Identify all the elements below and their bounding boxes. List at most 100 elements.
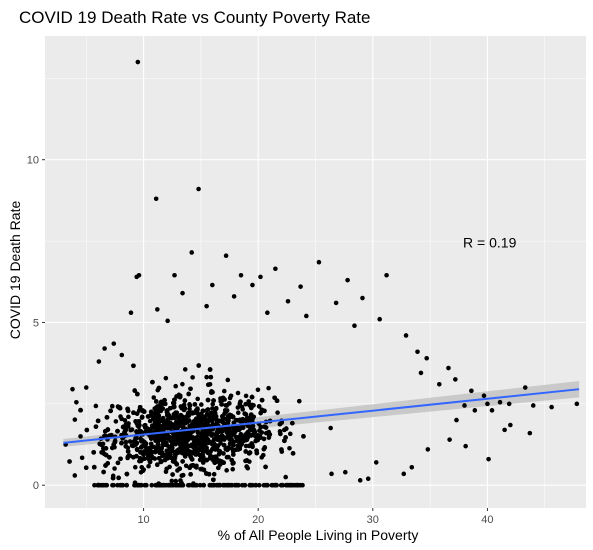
data-point (213, 414, 219, 419)
data-point (132, 464, 138, 470)
data-point (360, 295, 365, 301)
data-point (93, 403, 99, 409)
data-point (78, 434, 83, 439)
data-point (194, 452, 199, 457)
data-point (113, 419, 119, 424)
data-point (198, 444, 204, 450)
data-point (258, 424, 264, 430)
data-point (202, 415, 208, 421)
data-point (79, 455, 85, 461)
data-point (264, 430, 269, 436)
data-point (502, 427, 507, 433)
data-point (131, 363, 136, 369)
data-point (133, 482, 138, 488)
data-point (549, 404, 554, 410)
data-point (235, 405, 241, 410)
data-point (148, 413, 154, 418)
data-point (72, 473, 78, 478)
data-point (217, 418, 222, 424)
data-point (245, 418, 251, 423)
x-tick-label: 40 (481, 514, 493, 526)
data-point (160, 419, 166, 424)
data-point (162, 442, 168, 447)
data-point (185, 451, 191, 456)
data-point (177, 439, 183, 444)
data-point (83, 465, 89, 471)
data-point (103, 446, 109, 451)
data-point (199, 435, 204, 441)
data-point (172, 415, 177, 421)
data-point (218, 441, 223, 446)
data-point (250, 423, 256, 429)
data-point (149, 482, 155, 488)
data-point (228, 393, 234, 399)
data-point (256, 482, 262, 488)
data-point (301, 434, 306, 439)
data-point (287, 431, 293, 437)
data-point (92, 482, 97, 488)
data-point (259, 430, 265, 435)
data-point (189, 463, 194, 468)
data-point (272, 482, 278, 488)
data-point (373, 460, 379, 465)
data-point (236, 427, 242, 432)
data-point (188, 386, 193, 392)
data-point (178, 404, 184, 409)
data-point (447, 437, 452, 442)
data-point (178, 478, 183, 483)
data-point (99, 450, 104, 455)
data-point (133, 442, 138, 447)
data-point (162, 397, 167, 403)
data-point (377, 316, 382, 322)
data-point (265, 310, 270, 315)
data-point (131, 454, 136, 460)
data-point (93, 424, 99, 429)
data-point (151, 395, 157, 400)
data-point (278, 431, 283, 437)
data-point (134, 411, 140, 416)
data-point (203, 432, 208, 438)
data-point (214, 430, 220, 436)
data-point (282, 438, 287, 444)
data-point (255, 387, 261, 393)
data-point (183, 416, 188, 421)
data-point (74, 400, 79, 405)
data-point (248, 482, 254, 488)
data-point (244, 464, 250, 469)
data-point (201, 457, 207, 463)
data-point (181, 407, 187, 413)
data-point (261, 446, 267, 452)
data-point (70, 386, 75, 392)
x-tick-label: 30 (367, 514, 379, 526)
data-point (238, 272, 244, 278)
data-point (210, 401, 216, 407)
data-point (139, 444, 145, 449)
y-tick-label: 10 (27, 155, 39, 167)
data-point (163, 375, 169, 381)
data-point (187, 403, 193, 408)
data-point (156, 413, 162, 419)
data-point (137, 458, 142, 464)
data-point (497, 399, 503, 405)
data-point (139, 414, 145, 420)
data-point (216, 482, 222, 488)
data-point (226, 445, 231, 450)
data-point (192, 447, 198, 452)
data-point (227, 482, 233, 488)
data-point (178, 421, 183, 427)
data-point (224, 403, 229, 408)
data-point (220, 482, 226, 488)
data-point (95, 418, 101, 424)
data-point (250, 282, 255, 288)
x-tick-label: 20 (252, 514, 264, 526)
data-point (251, 428, 257, 434)
data-point (96, 482, 102, 488)
data-point (205, 397, 211, 403)
data-point (171, 404, 176, 410)
data-point (489, 408, 495, 413)
data-point (446, 365, 451, 371)
trend-line (63, 388, 580, 444)
data-point (230, 466, 236, 472)
data-point (161, 423, 167, 428)
data-point (196, 186, 201, 192)
